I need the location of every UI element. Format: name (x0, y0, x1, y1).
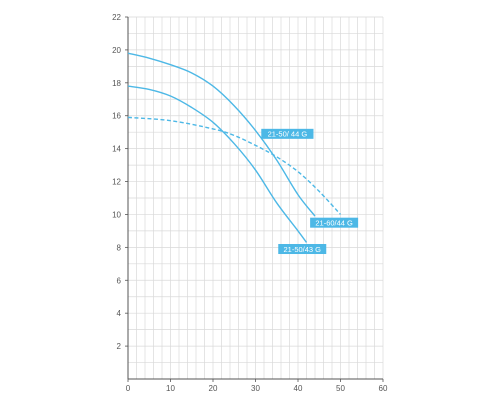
series-label: 21-60/44 G (315, 218, 353, 227)
y-tick-label: 2 (117, 342, 122, 351)
x-tick-label: 10 (166, 384, 175, 393)
series-label-box (310, 217, 359, 228)
y-tick-label: 6 (117, 276, 122, 285)
y-tick-label: 8 (117, 243, 122, 252)
x-tick-label: 50 (336, 384, 345, 393)
y-tick-label: 16 (112, 112, 121, 121)
y-tick-label: 10 (112, 210, 121, 219)
series-line-2 (127, 85, 308, 243)
series-label: 21-50/43 G (283, 245, 321, 254)
series-line-1 (127, 52, 316, 217)
y-tick-label: 22 (112, 13, 121, 22)
y-tick-label: 14 (112, 145, 121, 154)
series-label: 21-50/ 44 G (268, 130, 308, 139)
y-tick-label: 4 (117, 309, 122, 318)
series-label-box (278, 244, 327, 255)
x-tick-label: 40 (294, 384, 303, 393)
x-tick-label: 0 (126, 384, 131, 393)
series-line-3 (127, 116, 342, 215)
x-tick-label: 20 (209, 384, 218, 393)
x-tick-label: 30 (251, 384, 260, 393)
y-tick-label: 20 (112, 46, 121, 55)
y-tick-label: 12 (112, 178, 121, 187)
y-tick-label: 18 (112, 79, 121, 88)
x-tick-label: 60 (379, 384, 388, 393)
series-label-box (261, 128, 314, 139)
